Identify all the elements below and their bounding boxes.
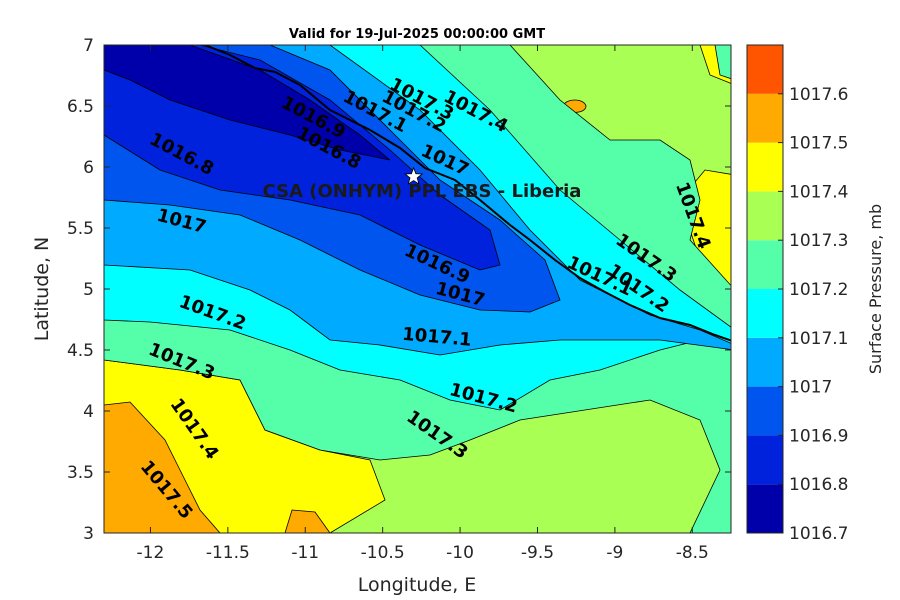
x-axis-title: Longitude, E [358, 574, 477, 596]
band-1017.5 [104, 401, 221, 533]
y-tick-label: 3.5 [67, 463, 94, 483]
colorbar-title: Surface Pressure, mb [866, 204, 885, 374]
y-axis-title: Latitude, N [31, 237, 53, 342]
contour-fill-layer: 1016.81016.91016.81017.11017.21017.31017… [104, 45, 731, 533]
x-tick-label: -9.5 [521, 543, 554, 563]
colorbar-tick-label: 1016.9 [789, 426, 848, 446]
y-axis-ticks: 3 3.5 4 4.5 5 5.5 6 6.5 7 [67, 36, 731, 544]
colorbar-segment [747, 93, 783, 143]
y-tick-label: 7 [83, 36, 94, 56]
band-1017.2-east [714, 45, 731, 80]
x-tick-label: -10.5 [361, 543, 405, 563]
y-tick-label: 5 [83, 280, 94, 300]
x-tick-label: -10 [446, 543, 474, 563]
colorbar-segment [747, 386, 783, 436]
colorbar-tick-label: 1017.4 [789, 182, 848, 202]
chart-title: Valid for 19-Jul-2025 00:00:00 GMT [289, 27, 545, 42]
x-tick-label: -9 [606, 543, 623, 563]
colorbar-tick-label: 1017.2 [789, 280, 848, 300]
colorbar-segment [747, 142, 783, 192]
colorbar-segment [747, 45, 783, 94]
colorbar-tick-label: 1017.5 [789, 134, 848, 154]
band-1017.5-blob-south [284, 509, 331, 533]
x-tick-label: -11.5 [206, 543, 250, 563]
y-tick-label: 6 [83, 158, 94, 178]
station-marker: CSA (ONHYM) PPL EBS - Liberia [263, 166, 582, 202]
y-tick-label: 4.5 [67, 341, 94, 361]
y-tick-label: 3 [83, 524, 94, 544]
x-tick-label: -8.5 [676, 543, 709, 563]
colorbar: 1016.7 1016.8 1016.9 1017 1017.1 1017.2 1017.3… [746, 44, 848, 544]
colorbar-tick-label: 1016.7 [789, 524, 848, 544]
colorbar-segment [747, 191, 783, 241]
y-tick-label: 6.5 [67, 97, 94, 117]
colorbar-tick-label: 1017.1 [789, 329, 848, 349]
y-tick-label: 4 [83, 402, 94, 422]
colorbar-tick-label: 1017 [789, 378, 832, 398]
colorbar-segment [747, 337, 783, 387]
y-tick-label: 5.5 [67, 219, 94, 239]
x-tick-label: -11 [291, 543, 319, 563]
colorbar-segment [747, 435, 783, 485]
colorbar-segment [747, 484, 783, 533]
colorbar-segment [747, 240, 783, 289]
colorbar-tick-label: 1017.3 [789, 231, 848, 251]
colorbar-tick-label: 1016.8 [789, 475, 848, 495]
x-axis-ticks: -12 -11.5 -11 -10.5 -10 -9.5 -9 -8.5 [137, 45, 709, 563]
colorbar-tick-label: 1017.6 [789, 85, 848, 105]
station-label: CSA (ONHYM) PPL EBS - Liberia [263, 181, 582, 202]
station-star-icon [404, 166, 424, 185]
x-tick-label: -12 [137, 543, 165, 563]
coastline [204, 45, 731, 342]
colorbar-segment [747, 289, 783, 338]
